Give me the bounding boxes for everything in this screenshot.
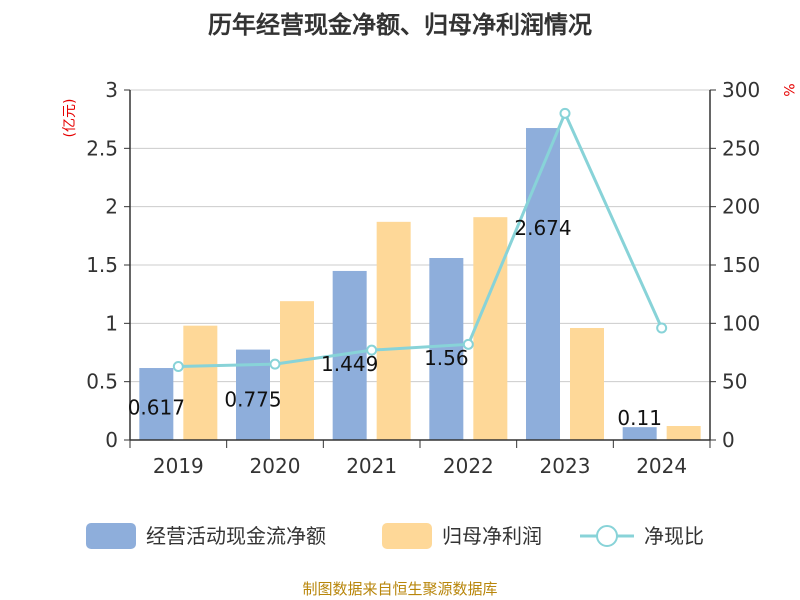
x-tick-label: 2024	[636, 454, 687, 478]
data-label: 1.56	[424, 346, 469, 370]
right-tick-label: 0	[722, 428, 735, 452]
right-tick-label: 200	[722, 195, 760, 219]
legend-label-ratio: 净现比	[644, 524, 704, 548]
right-tick-label: 100	[722, 311, 760, 335]
ratio-point	[366, 344, 378, 356]
bar-profit	[666, 426, 701, 440]
x-tick-label: 2019	[153, 454, 204, 478]
legend-label-profit: 归母净利润	[442, 524, 542, 548]
bar-profit	[473, 217, 508, 440]
right-tick-label: 150	[722, 253, 760, 277]
left-tick-label: 2.5	[86, 136, 118, 160]
ratio-point	[462, 338, 474, 350]
axes: 0 0.5 1 1.5 2 2.5 3 0 50 100 150 200 250 300 2019 2020 2…	[86, 78, 760, 478]
left-tick-label: 0	[105, 428, 118, 452]
x-tick-label: 2022	[443, 454, 494, 478]
bar-cashflow	[429, 258, 464, 440]
data-label: 1.449	[321, 352, 378, 376]
left-axis-unit: (亿元)	[62, 99, 78, 138]
legend: 经营活动现金流净额 归母净利润 净现比	[86, 523, 704, 549]
source-note: 制图数据来自恒生聚源数据库	[302, 580, 497, 598]
left-tick-label: 2	[105, 195, 118, 219]
left-tick-label: 1.5	[86, 253, 118, 277]
ratio-line-path	[178, 109, 664, 368]
left-tick-label: 1	[105, 311, 118, 335]
ratio-point	[656, 322, 668, 334]
x-tick-label: 2021	[346, 454, 397, 478]
ratio-line	[172, 107, 668, 372]
bar-profit	[280, 301, 314, 440]
grid-lines	[130, 89, 710, 383]
chart-title: 历年经营现金净额、归母净利润情况	[208, 11, 592, 39]
right-tick-label: 250	[722, 136, 760, 160]
bar-profit	[376, 221, 411, 440]
right-tick-label: 300	[722, 78, 760, 102]
bar-cashflow	[622, 427, 657, 440]
legend-label-cashflow: 经营活动现金流净额	[146, 524, 326, 548]
x-tick-label: 2020	[250, 454, 301, 478]
ratio-point	[269, 358, 281, 370]
bar-profit	[183, 325, 218, 440]
bar-profit	[570, 328, 604, 440]
data-label: 0.11	[617, 406, 662, 430]
data-labels: 0.617 0.775 1.449 1.56 2.674 0.11	[128, 216, 662, 430]
right-axis-unit: %	[780, 83, 796, 96]
legend-swatch-ratio-marker	[596, 525, 618, 547]
ratio-point	[559, 107, 571, 119]
data-label: 0.617	[128, 396, 185, 420]
left-tick-label: 3	[105, 78, 118, 102]
bar-cashflow	[526, 128, 560, 441]
data-label: 2.674	[514, 216, 571, 240]
data-label: 0.775	[224, 387, 281, 411]
x-tick-label: 2023	[540, 454, 591, 478]
right-tick-label: 50	[722, 370, 747, 394]
ratio-point	[172, 361, 184, 372]
bar-cashflow	[139, 368, 174, 440]
bars	[139, 128, 701, 441]
left-tick-label: 0.5	[86, 370, 118, 394]
legend-swatch-cashflow	[86, 523, 136, 549]
legend-swatch-profit	[382, 523, 432, 549]
